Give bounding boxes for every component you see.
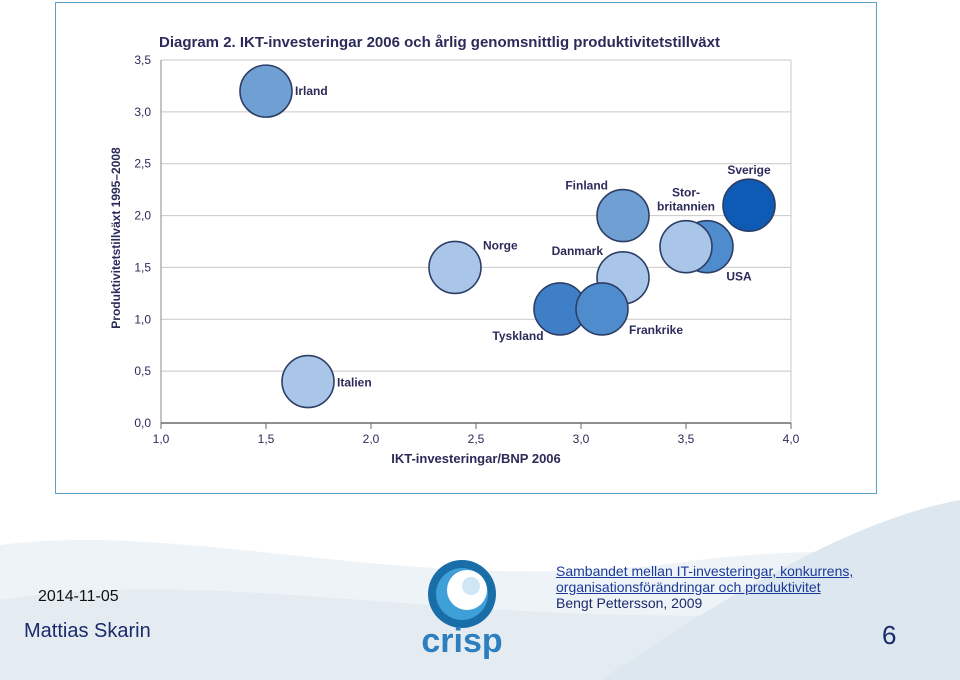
chart-frame: 0,0 0,5 1,0 1,5 2,0 2,5 3,0 3,5 1,0 1,5 2,0 2,5 3,0 3… <box>55 2 877 494</box>
data-points <box>239 64 776 409</box>
x-tick-label: 3,5 <box>678 432 695 446</box>
y-tick-label: 3,0 <box>134 105 151 119</box>
crisp-logo: crisp <box>421 560 503 660</box>
point-label: Finland <box>565 179 608 193</box>
y-tick-label: 3,5 <box>134 53 151 67</box>
bubble-finland <box>596 188 650 243</box>
bubble-frankrike <box>575 282 629 336</box>
point-label: Frankrike <box>629 323 683 337</box>
point-label: Stor-britannien <box>657 186 715 214</box>
grid-lines <box>161 59 791 372</box>
point-label: Norge <box>483 238 518 252</box>
tick-labels: 0,0 0,5 1,0 1,5 2,0 2,5 3,0 3,5 1,0 1,5 2,0 2,5 3,0 3… <box>134 53 799 446</box>
point-label: Italien <box>337 376 372 390</box>
bubble-norge <box>428 240 482 295</box>
x-tick-label: 4,0 <box>783 432 800 446</box>
bubble-italien <box>281 354 335 409</box>
x-tick-label: 2,0 <box>363 432 380 446</box>
bubble-irland <box>239 64 293 118</box>
chart-title: Diagram 2. IKT-investeringar 2006 och år… <box>159 34 720 51</box>
date: 2014-11-05 <box>38 588 119 605</box>
point-label: Danmark <box>552 244 604 258</box>
point-label: Irland <box>295 84 328 98</box>
x-axis-label: IKT-investeringar/BNP 2006 <box>391 451 561 466</box>
y-tick-label: 0,0 <box>134 416 151 430</box>
y-tick-label: 0,5 <box>134 364 151 378</box>
x-tick-label: 1,5 <box>258 432 275 446</box>
y-tick-label: 1,5 <box>134 260 151 274</box>
point-labels: Irland Italien Norge Danmark Finland Tyskland… <box>295 84 771 389</box>
source-caption: Sambandet mellan IT-investeringar, konku… <box>556 563 956 611</box>
caption-source: Bengt Pettersson, 2009 <box>556 595 703 611</box>
logo-wordmark: crisp <box>421 622 502 660</box>
y-tick-label: 2,0 <box>134 209 151 223</box>
x-tick-label: 2,5 <box>468 432 485 446</box>
y-tick-label: 1,0 <box>134 312 151 326</box>
y-axis-label: Produktivitetstillväxt 1995–2008 <box>109 147 123 329</box>
bubble-sverige <box>722 178 776 232</box>
bubble-storbritannien <box>659 219 713 274</box>
axes <box>160 60 792 429</box>
x-tick-label: 3,0 <box>573 432 590 446</box>
page-number: 6 <box>882 620 897 650</box>
author-name: Mattias Skarin <box>24 620 151 642</box>
scatter-chart: 0,0 0,5 1,0 1,5 2,0 2,5 3,0 3,5 1,0 1,5 2,0 2,5 3,0 3… <box>109 34 800 466</box>
caption-title-line-1[interactable]: Sambandet mellan IT-investeringar, konku… <box>556 563 854 579</box>
point-label: Sverige <box>727 163 771 177</box>
point-label: USA <box>726 270 752 284</box>
caption-title-line-2[interactable]: organisationsförändringar och produktivi… <box>556 579 821 595</box>
x-tick-label: 1,0 <box>153 432 170 446</box>
y-tick-label: 2,5 <box>134 157 151 171</box>
point-label: Tyskland <box>492 329 543 343</box>
